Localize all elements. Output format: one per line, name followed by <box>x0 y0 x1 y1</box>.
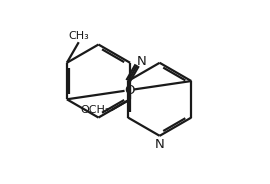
Text: CH₃: CH₃ <box>68 31 89 41</box>
Text: O: O <box>124 84 134 97</box>
Text: N: N <box>155 138 164 151</box>
Text: OCH₃: OCH₃ <box>80 105 110 115</box>
Text: N: N <box>136 55 146 68</box>
